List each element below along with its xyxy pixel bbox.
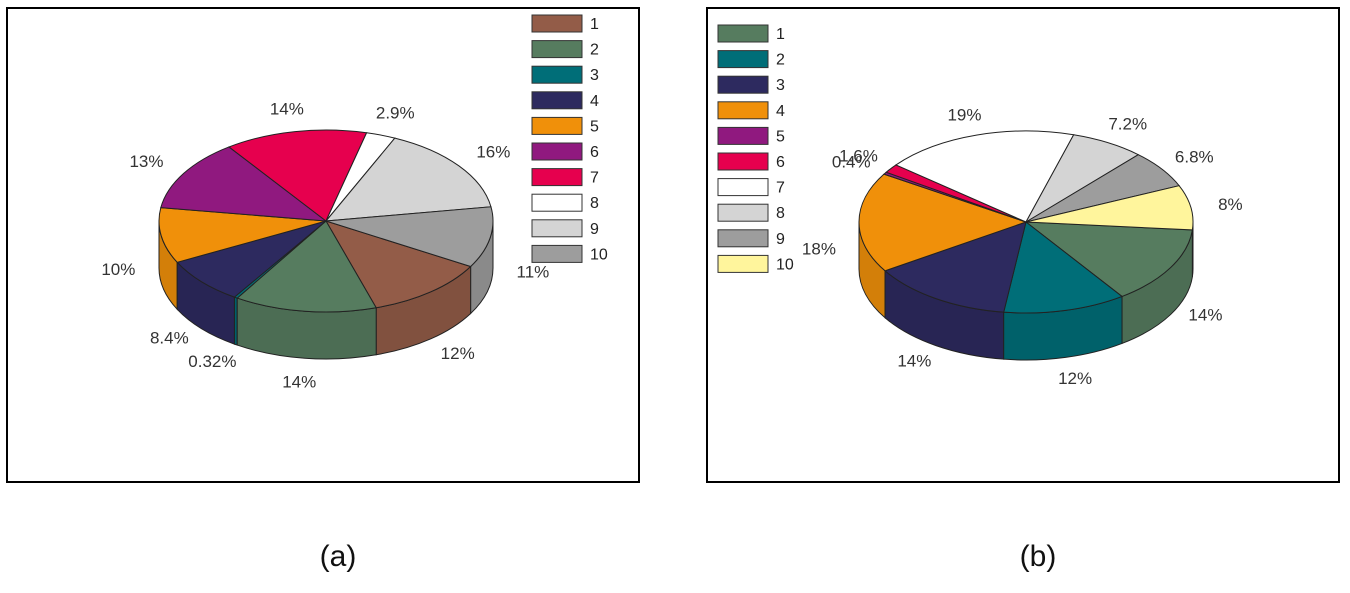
pie-value-label-6: 13% [129, 152, 163, 171]
legend-label-2: 2 [590, 42, 599, 59]
legend-label-4: 4 [590, 93, 599, 110]
legend-label-3: 3 [776, 77, 785, 94]
pie-slice-4 [858, 173, 1028, 272]
legend-label-2: 2 [776, 52, 785, 69]
legend-swatch-5 [717, 126, 769, 145]
pie-slice-2 [236, 220, 377, 313]
legend-label-3: 3 [590, 67, 599, 84]
legend-swatch-4 [717, 101, 769, 120]
legend-label-1: 1 [590, 16, 599, 33]
legend: 1 2 3 4 5 6 7 8 9 10 [717, 24, 794, 273]
pie-tops [158, 129, 494, 313]
pie-labels: 12% 14% 0.32% 8.4% 10% 13% 14% 2.9% 16% 11% [101, 99, 549, 391]
pie-slice-1 [1024, 221, 1193, 298]
legend-label-4: 4 [776, 103, 785, 120]
legend-swatch-10 [531, 244, 583, 263]
pie-value-label-4: 8.4% [150, 329, 189, 348]
pie-value-label-8: 2.9% [376, 104, 415, 123]
legend-label-8: 8 [776, 205, 785, 222]
legend-label-7: 7 [776, 180, 785, 197]
pie-value-label-2: 14% [282, 373, 316, 392]
pie-value-label-5: 0.4% [832, 152, 871, 171]
pie-value-label-6: 1.6% [839, 147, 878, 166]
legend-swatch-1 [717, 24, 769, 43]
legend-swatch-9 [531, 219, 583, 238]
pie-value-label-4: 18% [802, 240, 836, 259]
pie-value-label-2: 12% [1058, 369, 1092, 388]
pie-value-label-9: 6.8% [1175, 147, 1214, 166]
pie-value-label-3: 0.32% [188, 352, 236, 371]
legend-label-9: 9 [590, 221, 599, 238]
pie-tops [858, 130, 1194, 314]
pie-value-label-3: 14% [897, 352, 931, 371]
legend-label-8: 8 [590, 195, 599, 212]
pie-slice-1 [324, 220, 472, 309]
pie-slice-7 [894, 130, 1075, 223]
legend-swatch-10 [717, 254, 769, 273]
legend-swatch-7 [531, 168, 583, 187]
legend-swatch-6 [531, 142, 583, 161]
chart-panel-b: 14% 12% 14% 18% 0.4% 1.6% 19% 7.2% 6.8% 8% 1 2 3 4 5 6 7… [706, 7, 1340, 483]
pie-value-label-8: 7.2% [1108, 115, 1147, 134]
pie-slice-10 [325, 206, 494, 268]
legend-swatch-1 [531, 14, 583, 33]
legend-label-7: 7 [590, 170, 599, 187]
pie-sides [858, 221, 1194, 361]
legend-label-10: 10 [590, 246, 608, 263]
pie-labels: 14% 12% 14% 18% 0.4%1.6% 19% 7.2% 6.8% 8% [802, 105, 1243, 388]
legend-swatch-4 [531, 91, 583, 110]
legend-label-6: 6 [776, 154, 785, 171]
legend-label-5: 5 [776, 128, 785, 145]
pie-slice-2 [1003, 221, 1124, 314]
pie-value-label-7: 19% [947, 105, 981, 124]
legend-swatch-9 [717, 229, 769, 248]
legend-label-5: 5 [590, 118, 599, 135]
pie-value-label-1: 12% [441, 344, 475, 363]
legend-swatch-7 [717, 178, 769, 197]
legend-label-10: 10 [776, 256, 794, 273]
pie-slice-9 [324, 137, 492, 222]
pie-slice-5 [158, 207, 327, 263]
pie-chart-a: 12% 14% 0.32% 8.4% 10% 13% 14% 2.9% 16% 11% 1 2 3 4 5 6… [101, 14, 608, 392]
legend-label-9: 9 [776, 231, 785, 248]
pie-chart-b: 14% 12% 14% 18% 0.4%1.6% 19% 7.2% 6.8% 8% 1 2 3 4 5 6 7… [717, 24, 1243, 388]
pie-value-label-10: 8% [1218, 195, 1243, 214]
legend-swatch-8 [531, 193, 583, 212]
legend-swatch-2 [531, 40, 583, 59]
legend: 1 2 3 4 5 6 7 8 9 10 [531, 14, 608, 263]
pie-sides [158, 220, 494, 360]
pie-value-label-5: 10% [101, 260, 135, 279]
pie-value-label-9: 16% [476, 143, 510, 162]
legend-swatch-3 [717, 75, 769, 94]
pie-value-label-10: 11% [517, 263, 550, 282]
legend-swatch-3 [531, 65, 583, 84]
pie-slice-3 [884, 221, 1027, 313]
legend-label-6: 6 [590, 144, 599, 161]
pie-slice-10 [1025, 185, 1194, 231]
legend-swatch-8 [717, 203, 769, 222]
caption-a: (a) [319, 540, 357, 573]
pie-value-label-7: 14% [270, 99, 304, 118]
pie-slice-6 [160, 146, 328, 222]
pie-value-label-1: 14% [1188, 306, 1222, 325]
pie-slice-7 [227, 129, 368, 222]
legend-label-1: 1 [776, 26, 785, 43]
legend-swatch-6 [717, 152, 769, 171]
chart-panel-a: 12% 14% 0.32% 8.4% 10% 13% 14% 2.9% 16% 11% 1 2 3 4 5 6… [6, 7, 640, 483]
legend-swatch-5 [531, 116, 583, 135]
pie-slice-4 [176, 220, 327, 298]
legend-swatch-2 [717, 50, 769, 69]
caption-b: (b) [1019, 540, 1057, 573]
